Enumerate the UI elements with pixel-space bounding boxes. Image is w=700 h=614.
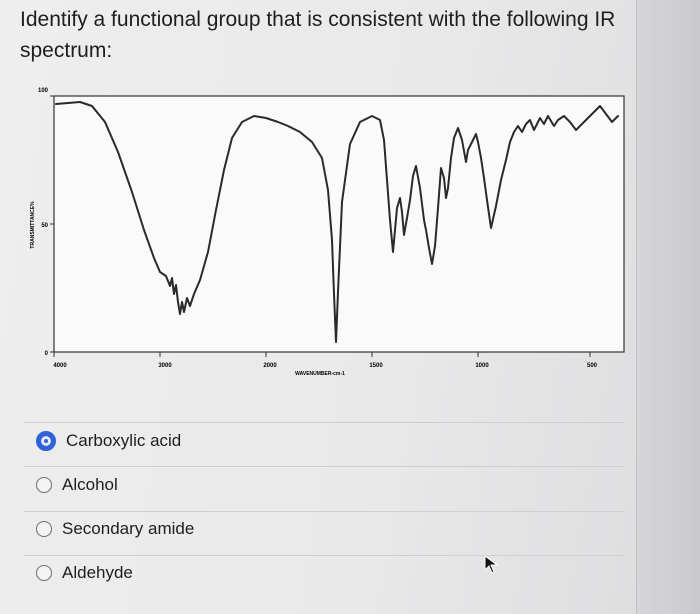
screen-edge-shade: [636, 0, 700, 614]
option-label: Carboxylic acid: [66, 431, 182, 450]
option-carboxylic-acid[interactable]: Carboxylic acid: [36, 426, 181, 456]
x-tick-1500: 1500: [369, 363, 383, 369]
x-tick-2000: 2000: [263, 363, 277, 369]
y-axis-label: TRANSMITTANCE%: [30, 201, 36, 249]
option-label: Alcohol: [62, 475, 118, 494]
x-tick-3000: 3000: [158, 363, 172, 369]
spectrum-plot-frame: [53, 95, 625, 353]
x-tick-4000: 4000: [53, 363, 67, 369]
ir-spectrum-image: 100 50 0 TRANSMITTANCE% 4000 3000 2000 1…: [30, 88, 625, 377]
option-divider: [24, 555, 624, 556]
arrow-cursor-icon: [484, 555, 499, 574]
option-divider: [24, 511, 624, 512]
option-alcohol[interactable]: Alcohol: [36, 470, 118, 500]
y-tick-100: 100: [38, 88, 49, 94]
radio-icon[interactable]: [36, 565, 52, 581]
y-tick-0: 0: [45, 351, 49, 357]
radio-icon[interactable]: [36, 477, 52, 493]
option-secondary-amide[interactable]: Secondary amide: [36, 514, 194, 544]
radio-icon[interactable]: [36, 521, 52, 537]
x-tick-1000: 1000: [475, 363, 489, 369]
x-axis-label: WAVENUMBER-cm-1: [295, 371, 345, 377]
option-label: Secondary amide: [62, 519, 195, 538]
question-text: Identify a functional group that is cons…: [20, 8, 616, 62]
option-label: Aldehyde: [62, 563, 133, 582]
spectrum-trace: [55, 101, 619, 343]
option-divider: [24, 422, 624, 423]
option-divider: [24, 466, 624, 467]
x-tick-500: 500: [587, 363, 598, 369]
option-aldehyde[interactable]: Aldehyde: [36, 558, 133, 588]
radio-selected-icon[interactable]: [36, 431, 56, 451]
y-tick-50: 50: [41, 223, 48, 229]
